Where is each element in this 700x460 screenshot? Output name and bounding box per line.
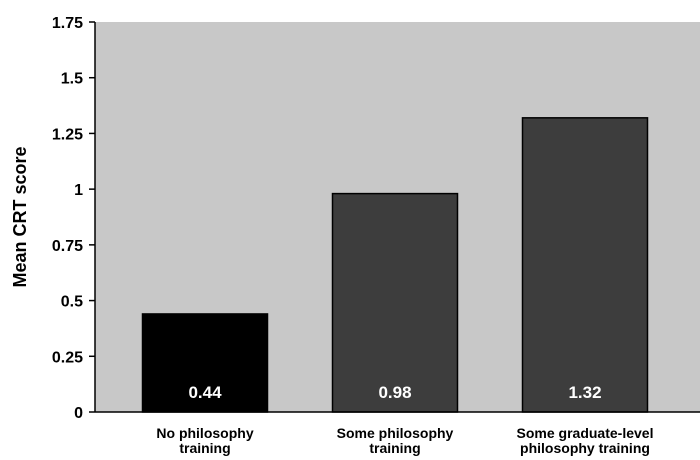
y-tick-label: 0.25 <box>52 349 83 366</box>
bars-group: 0.44 0.98 1.32 <box>141 117 649 413</box>
bar <box>331 192 459 413</box>
bar <box>521 117 649 413</box>
bar-value-label: 1.32 <box>568 383 601 402</box>
x-category-label: Some philosophy <box>337 425 454 441</box>
y-tick-label: 1.5 <box>61 71 83 88</box>
x-category-label: No philosophy <box>156 425 253 441</box>
x-category-label: philosophy training <box>520 440 650 456</box>
y-axis-ticks: 0 0.25 0.5 0.75 1 1.25 1.5 1.75 <box>52 15 95 422</box>
y-tick-label: 0.75 <box>52 238 83 255</box>
y-tick-label: 1.25 <box>52 126 83 143</box>
bar-value-label: 0.44 <box>188 383 222 402</box>
y-tick-label: 0 <box>74 405 83 422</box>
x-category-label: Some graduate-level <box>517 425 654 441</box>
y-tick-label: 1 <box>74 182 83 199</box>
x-category-label: training <box>369 440 420 456</box>
bar-value-label: 0.98 <box>378 383 411 402</box>
y-axis-title: Mean CRT score <box>10 146 30 287</box>
x-category-label: training <box>179 440 230 456</box>
bar <box>141 313 269 413</box>
y-tick-label: 0.5 <box>61 294 83 311</box>
y-tick-label: 1.75 <box>52 15 83 32</box>
